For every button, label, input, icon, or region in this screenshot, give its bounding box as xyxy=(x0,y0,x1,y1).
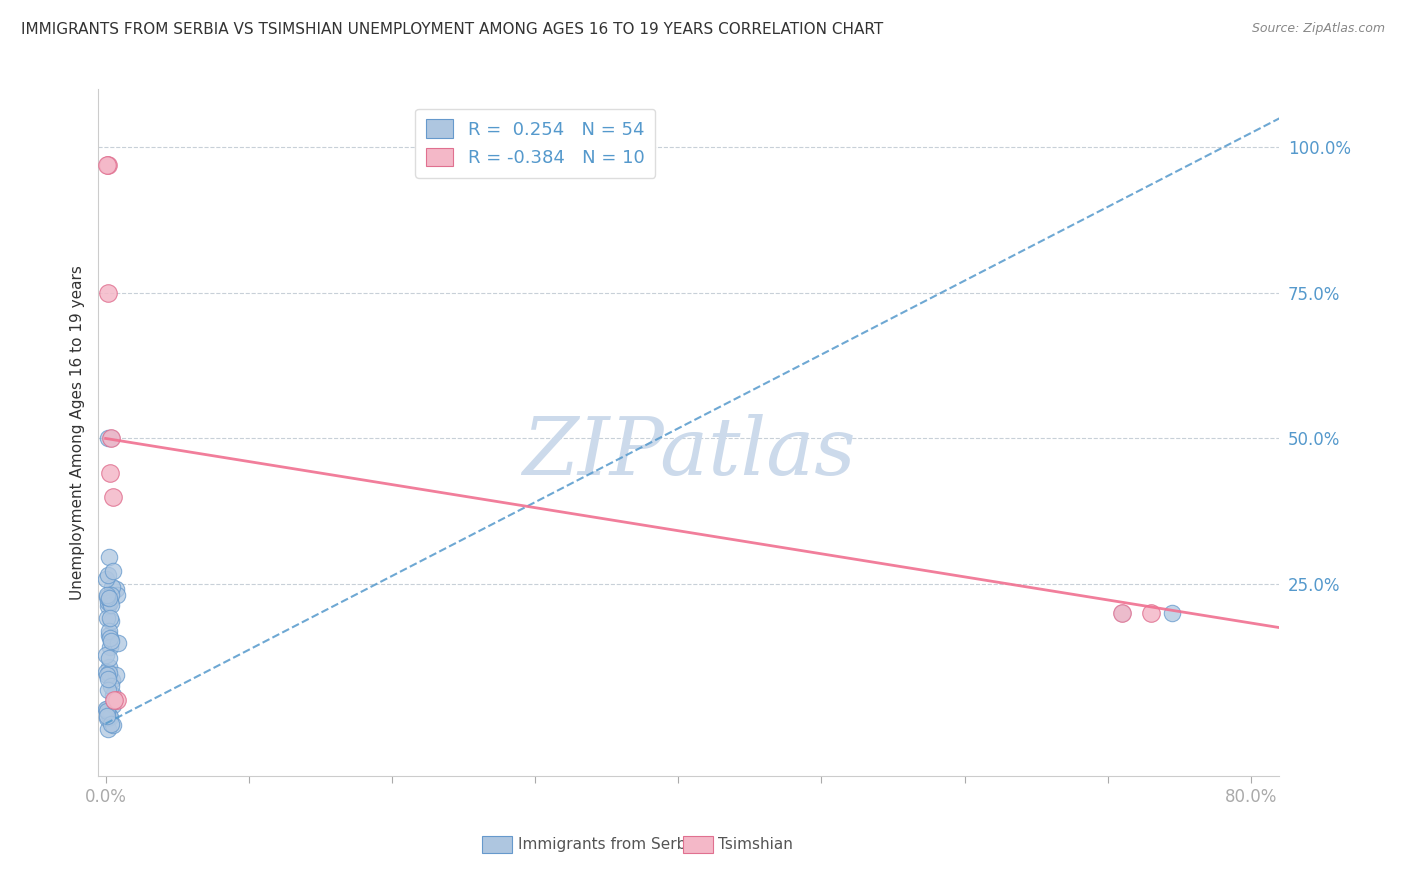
Point xyxy=(97,158,120,172)
Point xyxy=(100,633,122,648)
Point xyxy=(96,667,118,681)
Point xyxy=(107,636,129,650)
Point xyxy=(105,582,128,597)
FancyBboxPatch shape xyxy=(683,836,713,853)
Point xyxy=(103,693,125,707)
Point xyxy=(1111,606,1133,620)
Point xyxy=(97,672,120,686)
Point xyxy=(96,665,118,679)
Point xyxy=(98,631,121,645)
Point xyxy=(105,588,128,602)
Text: IMMIGRANTS FROM SERBIA VS TSIMSHIAN UNEMPLOYMENT AMONG AGES 16 TO 19 YEARS CORRE: IMMIGRANTS FROM SERBIA VS TSIMSHIAN UNEM… xyxy=(21,22,883,37)
Point xyxy=(97,599,120,613)
Point xyxy=(101,580,124,594)
Point xyxy=(96,567,118,582)
Point xyxy=(97,550,120,565)
Point xyxy=(100,614,122,628)
Point xyxy=(100,432,122,446)
Point xyxy=(96,704,118,718)
Point xyxy=(103,694,125,708)
Point xyxy=(96,701,118,715)
Point xyxy=(100,679,122,693)
Text: ZIPatlas: ZIPatlas xyxy=(522,415,856,492)
Legend: R =  0.254   N = 54, R = -0.384   N = 10: R = 0.254 N = 54, R = -0.384 N = 10 xyxy=(415,109,655,178)
Point xyxy=(96,711,118,725)
Point xyxy=(96,572,118,586)
Point xyxy=(96,709,118,723)
Point xyxy=(100,588,122,602)
Point xyxy=(97,624,120,639)
Point xyxy=(101,564,124,578)
Point xyxy=(101,698,124,712)
Point xyxy=(96,648,118,662)
Point xyxy=(103,718,125,732)
Point xyxy=(105,668,128,682)
Point xyxy=(97,432,120,446)
Point xyxy=(101,673,124,688)
FancyBboxPatch shape xyxy=(482,836,512,853)
Point xyxy=(1161,606,1184,620)
Point xyxy=(101,490,124,504)
Point xyxy=(101,688,124,702)
Point xyxy=(98,595,121,609)
Point xyxy=(97,591,120,605)
Point xyxy=(98,467,121,481)
Point xyxy=(97,665,120,680)
Point xyxy=(96,702,118,716)
Point xyxy=(96,590,118,604)
Point xyxy=(100,717,122,731)
Point xyxy=(100,598,122,612)
Point xyxy=(98,709,121,723)
Point xyxy=(96,611,118,625)
Point xyxy=(97,595,120,609)
Point xyxy=(98,640,121,654)
Point xyxy=(97,722,120,736)
Point xyxy=(100,432,122,446)
Point xyxy=(97,285,120,300)
Point xyxy=(105,693,128,707)
Point xyxy=(98,650,121,665)
Point xyxy=(98,611,121,625)
Text: Immigrants from Serbia: Immigrants from Serbia xyxy=(517,838,700,852)
Point xyxy=(1111,606,1133,620)
Text: Tsimshian: Tsimshian xyxy=(718,838,793,852)
Point xyxy=(98,628,121,642)
Point xyxy=(97,682,120,697)
Point xyxy=(97,660,120,674)
Point xyxy=(1139,606,1161,620)
Point xyxy=(96,158,118,172)
Point xyxy=(97,709,120,723)
Point xyxy=(96,588,118,602)
Y-axis label: Unemployment Among Ages 16 to 19 years: Unemployment Among Ages 16 to 19 years xyxy=(69,265,84,600)
Text: Source: ZipAtlas.com: Source: ZipAtlas.com xyxy=(1251,22,1385,36)
